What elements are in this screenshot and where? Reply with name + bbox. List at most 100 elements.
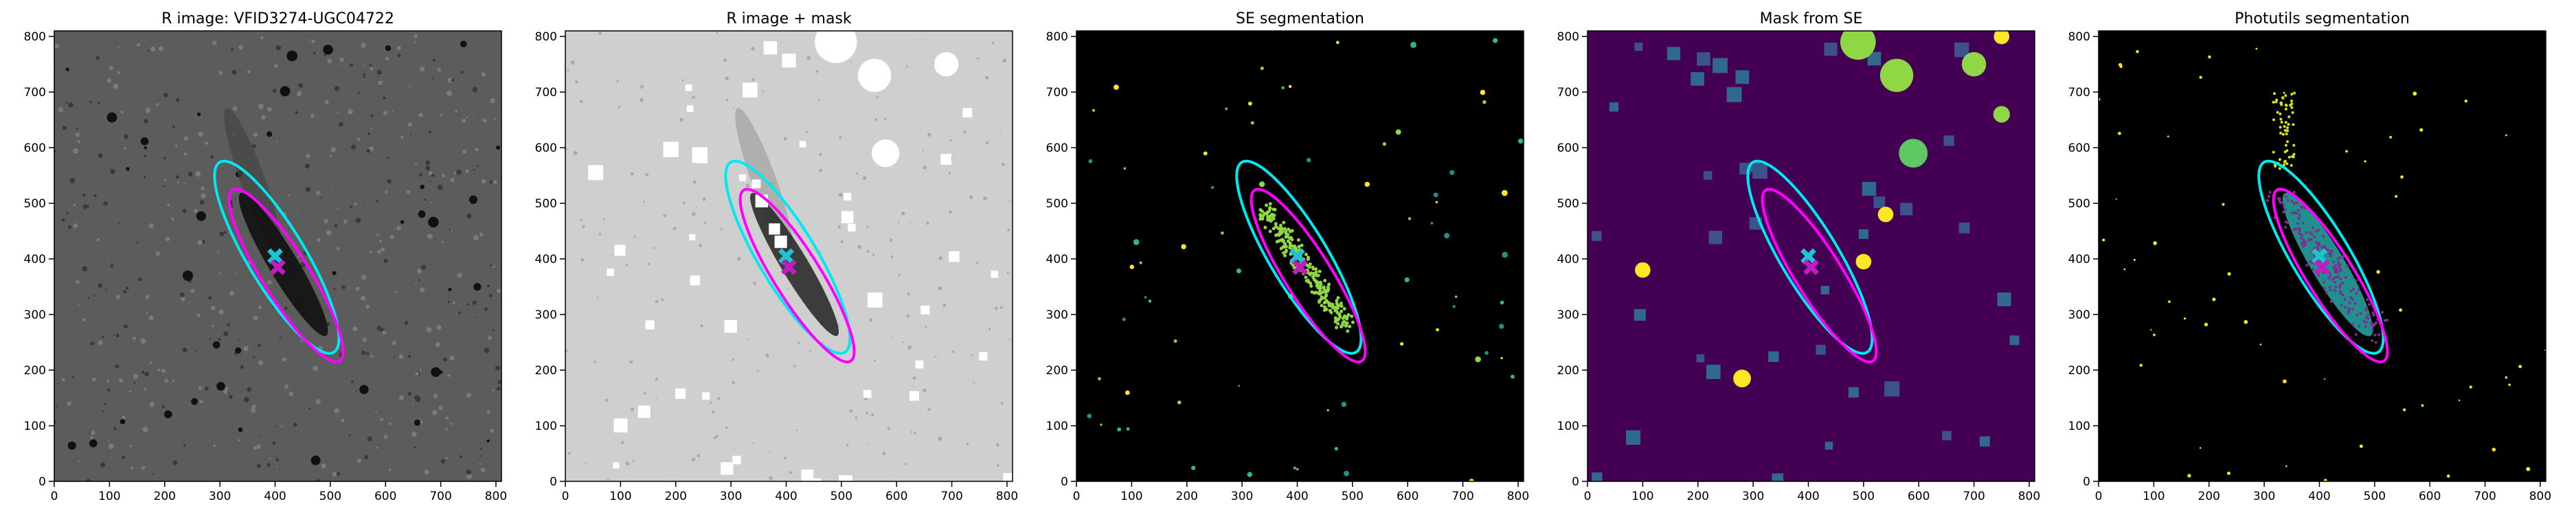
- noise: [418, 279, 420, 282]
- noise: [310, 113, 315, 118]
- noise: [472, 87, 478, 93]
- noise: [496, 387, 501, 391]
- star: [212, 341, 221, 349]
- mask-box: [1884, 381, 1900, 397]
- segment: [1500, 300, 1504, 305]
- x-tick-label: 0: [1073, 490, 1081, 503]
- noise: [98, 153, 103, 159]
- noise: [598, 32, 602, 35]
- noise: [999, 306, 1003, 309]
- noise: [126, 286, 129, 290]
- y-tick-label: 0: [2083, 475, 2090, 489]
- segment: [1329, 310, 1333, 314]
- noise: [898, 273, 901, 277]
- y-tick-label: 400: [2068, 253, 2090, 266]
- segment: [1263, 225, 1267, 229]
- star: [286, 50, 297, 62]
- noise: [630, 407, 634, 412]
- segment: [2287, 123, 2290, 126]
- segment: [2285, 126, 2289, 129]
- noise: [376, 446, 379, 449]
- noise: [585, 461, 587, 464]
- y-tick-label: 200: [24, 364, 46, 378]
- mask-box: [1979, 436, 1990, 447]
- mask-box: [1816, 345, 1826, 355]
- noise: [466, 473, 472, 479]
- panel-title: R image: VFID3274-UGC04722: [161, 10, 394, 27]
- noise: [113, 334, 115, 336]
- segment: [2349, 289, 2353, 293]
- y-tick-label: 100: [2068, 420, 2090, 433]
- noise: [367, 436, 373, 442]
- noise: [415, 283, 417, 285]
- noise: [76, 127, 78, 130]
- noise: [793, 365, 796, 368]
- segment: [1274, 233, 1278, 238]
- noise: [82, 204, 88, 209]
- y-tick-label: 600: [535, 141, 557, 155]
- noise: [142, 426, 148, 433]
- star: [120, 419, 126, 424]
- segment: [2332, 266, 2336, 269]
- noise: [166, 203, 170, 207]
- panel-title: R image + mask: [726, 10, 852, 27]
- segment: [1288, 246, 1292, 250]
- segment: [1177, 400, 1182, 404]
- noise: [339, 57, 344, 62]
- noise: [276, 140, 278, 143]
- star: [182, 270, 193, 282]
- segment: [2344, 275, 2347, 279]
- segment: [2284, 107, 2287, 111]
- mask-box: [1824, 442, 1833, 450]
- noise: [445, 457, 448, 460]
- mask-box: [1752, 163, 1767, 179]
- segment: [1296, 468, 1299, 470]
- noise: [377, 250, 382, 254]
- segment: [2168, 300, 2171, 304]
- noise: [922, 388, 927, 393]
- noise: [1001, 163, 1005, 166]
- segment: [2332, 276, 2336, 279]
- noise: [490, 264, 493, 267]
- noise: [616, 80, 619, 82]
- noise: [194, 209, 198, 213]
- noise: [369, 64, 372, 67]
- y-tick-label: 700: [2068, 86, 2090, 100]
- noise: [57, 383, 59, 385]
- noise: [392, 111, 394, 113]
- segment: [2292, 144, 2296, 147]
- segment: [1267, 218, 1271, 222]
- noise: [661, 298, 664, 301]
- noise: [218, 309, 224, 315]
- noise: [484, 347, 490, 354]
- noise: [907, 345, 912, 350]
- noise: [414, 446, 417, 449]
- y-tick-label: 800: [535, 30, 557, 44]
- noise: [88, 297, 91, 299]
- segment: [1305, 263, 1309, 267]
- noise: [457, 311, 462, 314]
- segment: [2311, 227, 2314, 230]
- segment: [2364, 325, 2367, 328]
- noise: [479, 463, 481, 466]
- segment: [1499, 323, 1504, 329]
- segment: [1313, 271, 1318, 275]
- segment: [2268, 191, 2272, 194]
- segment: [1339, 301, 1343, 306]
- x-tick-label: 300: [209, 490, 231, 503]
- noise: [713, 436, 716, 439]
- noise: [868, 318, 873, 322]
- segment: [1247, 101, 1252, 106]
- noise: [716, 32, 719, 34]
- noise: [793, 232, 795, 234]
- segment: [1290, 238, 1294, 242]
- noise: [395, 290, 398, 294]
- noise: [78, 304, 80, 306]
- star: [359, 385, 369, 394]
- noise: [420, 287, 425, 293]
- segment: [2290, 106, 2294, 109]
- noise: [579, 100, 583, 104]
- noise: [1006, 271, 1009, 274]
- noise: [275, 45, 282, 51]
- axes-frame: [1076, 30, 1524, 482]
